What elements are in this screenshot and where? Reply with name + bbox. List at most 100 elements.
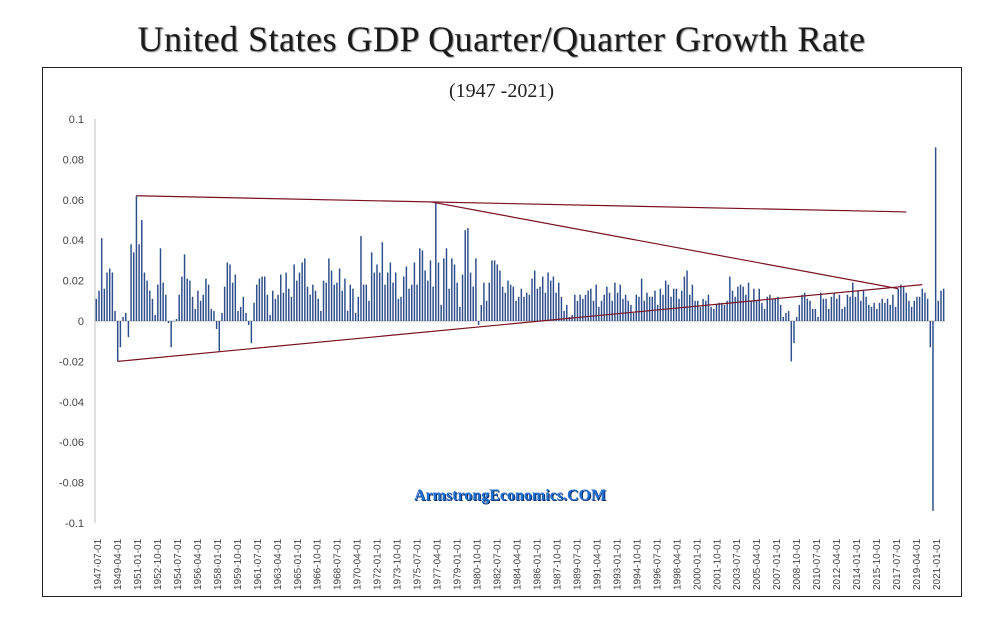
gdp-bar xyxy=(525,292,528,321)
gdp-bar xyxy=(445,248,448,321)
gdp-bar xyxy=(523,296,525,321)
gdp-bar xyxy=(365,284,368,321)
y-tick-label: 0.1 xyxy=(69,114,84,126)
gdp-bar xyxy=(432,286,434,321)
gdp-bar xyxy=(285,272,287,321)
gdp-bar xyxy=(793,321,795,344)
gdp-bar xyxy=(111,272,114,321)
gdp-bar xyxy=(360,236,362,321)
gdp-bar xyxy=(878,302,881,321)
x-tick-label: 1968-07-01 xyxy=(333,538,344,590)
gdp-bar xyxy=(114,310,116,321)
gdp-bar xyxy=(333,284,335,321)
gdp-bar xyxy=(515,300,517,321)
gdp-bar xyxy=(646,292,648,321)
y-tick-label: -0.02 xyxy=(59,356,84,368)
gdp-bar xyxy=(574,294,576,321)
gdp-bar xyxy=(560,296,563,321)
gdp-bar xyxy=(135,195,138,321)
y-tick-label: -0.1 xyxy=(65,518,84,530)
x-tick-label: 2014-01-01 xyxy=(852,538,863,590)
gdp-bar xyxy=(940,290,942,321)
gdp-bar xyxy=(905,292,907,321)
gdp-bar xyxy=(707,294,710,321)
gdp-bar xyxy=(541,276,544,321)
gdp-bar xyxy=(464,230,466,321)
x-tick-label: 2012-04-01 xyxy=(832,538,843,590)
y-tick-label: -0.06 xyxy=(59,437,84,449)
x-tick-label: 1954-07-01 xyxy=(173,538,184,590)
gdp-bar xyxy=(624,294,627,321)
gdp-bar xyxy=(394,272,397,321)
x-tick-label: 1959-10-01 xyxy=(233,538,244,590)
gdp-bar xyxy=(159,248,162,321)
x-tick-label: 1975-07-01 xyxy=(413,538,424,590)
gdp-bar xyxy=(846,294,849,321)
gdp-bar xyxy=(266,294,269,321)
gdp-bar xyxy=(173,321,175,322)
gdp-bar xyxy=(255,284,258,321)
gdp-bar xyxy=(710,306,712,321)
gdp-bar xyxy=(678,298,680,321)
gdp-bar xyxy=(528,294,531,321)
x-tick-label: 2007-01-01 xyxy=(772,538,783,590)
gdp-bar xyxy=(175,318,178,321)
gdp-bar xyxy=(860,300,862,321)
chart-subtitle: (1947 -2021) xyxy=(449,80,554,102)
gdp-bar xyxy=(616,292,619,321)
gdp-bar xyxy=(587,290,589,321)
gdp-bar xyxy=(191,296,194,321)
gdp-bar xyxy=(870,306,873,321)
gdp-bar xyxy=(312,284,314,321)
watermark-text: ArmstrongEconomics.COM xyxy=(413,487,607,504)
x-tick-label: 2000-01-01 xyxy=(692,538,703,590)
gdp-bar xyxy=(876,308,878,321)
gdp-bar xyxy=(937,300,940,321)
x-tick-label: 1972-01-01 xyxy=(373,538,384,590)
x-tick-label: 2021-01-01 xyxy=(932,538,943,590)
gdp-bar xyxy=(603,294,605,321)
y-tick-label: 0.06 xyxy=(63,195,84,207)
gdp-bar xyxy=(894,306,897,321)
gdp-bar xyxy=(258,278,261,321)
gdp-bar xyxy=(167,321,170,324)
gdp-bar xyxy=(795,316,798,321)
gdp-bar xyxy=(734,296,736,321)
x-tick-label: 1994-10-01 xyxy=(632,538,643,590)
gdp-bar xyxy=(771,298,774,321)
gdp-bar xyxy=(435,201,437,321)
gdp-bar xyxy=(357,296,360,321)
gdp-bar xyxy=(555,292,557,321)
x-tick-label: 1951-01-01 xyxy=(133,538,144,590)
gdp-bar xyxy=(745,294,747,321)
gdp-bar xyxy=(902,286,905,321)
gdp-bar xyxy=(488,282,490,321)
gdp-bar xyxy=(322,280,325,321)
gdp-bar xyxy=(181,276,183,321)
gdp-bar xyxy=(392,282,394,321)
gdp-bar xyxy=(699,306,702,321)
gdp-bar xyxy=(929,321,932,348)
gdp-bar xyxy=(221,312,223,321)
gdp-bar xyxy=(443,258,445,321)
gdp-bar xyxy=(517,296,520,321)
gdp-bar xyxy=(237,310,239,321)
x-tick-label: 1966-10-01 xyxy=(313,538,324,590)
gdp-bar xyxy=(619,284,621,321)
x-tick-label: 1958-01-01 xyxy=(213,538,224,590)
gdp-bar xyxy=(723,304,726,321)
x-tick-label: 2010-07-01 xyxy=(812,538,823,590)
gdp-bar xyxy=(566,304,568,321)
x-tick-label: 2001-10-01 xyxy=(712,538,723,590)
gdp-bar xyxy=(766,296,768,321)
gdp-bar xyxy=(336,282,338,321)
gdp-bar xyxy=(579,294,581,321)
gdp-bar xyxy=(814,308,817,321)
gdp-bar xyxy=(715,304,718,321)
gdp-bar xyxy=(346,310,349,321)
gdp-bar xyxy=(274,298,277,321)
chart-title: United States GDP Quarter/Quarter Growth… xyxy=(137,19,866,59)
gdp-bar xyxy=(926,298,929,321)
gdp-bar xyxy=(739,284,742,321)
gdp-bar xyxy=(368,300,370,321)
